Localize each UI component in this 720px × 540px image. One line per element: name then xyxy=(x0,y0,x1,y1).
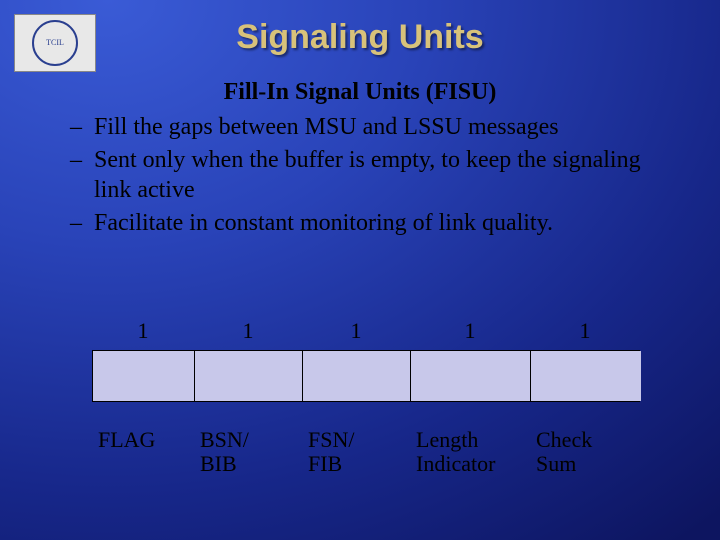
field-label: Length Indicator xyxy=(410,428,530,476)
label-line: FIB xyxy=(308,452,410,476)
bullet-text: Sent only when the buffer is empty, to k… xyxy=(94,145,666,206)
byte-count: 1 xyxy=(92,318,194,350)
bullet-item: – Facilitate in constant monitoring of l… xyxy=(70,208,666,239)
field-box xyxy=(93,351,195,401)
field-label: BSN/ BIB xyxy=(194,428,302,476)
field-box xyxy=(531,351,641,401)
bullet-text: Facilitate in constant monitoring of lin… xyxy=(94,208,553,239)
slide-title: Signaling Units xyxy=(0,0,720,57)
label-line: FLAG xyxy=(98,428,194,452)
diagram-fields xyxy=(92,350,640,402)
bullet-item: – Fill the gaps between MSU and LSSU mes… xyxy=(70,112,666,143)
byte-count: 1 xyxy=(302,318,410,350)
bullet-dash: – xyxy=(70,145,94,206)
logo: TCIL xyxy=(14,14,96,72)
bullet-text: Fill the gaps between MSU and LSSU messa… xyxy=(94,112,559,143)
diagram-labels: FLAG BSN/ BIB FSN/ FIB Length Indicator … xyxy=(92,428,640,476)
bullet-dash: – xyxy=(70,208,94,239)
label-line: BIB xyxy=(200,452,302,476)
subtitle: Fill-In Signal Units (FISU) xyxy=(0,79,720,106)
label-line: BSN/ xyxy=(200,428,302,452)
byte-count: 1 xyxy=(410,318,530,350)
bullet-dash: – xyxy=(70,112,94,143)
label-line: Check xyxy=(536,428,640,452)
byte-count: 1 xyxy=(530,318,640,350)
field-box xyxy=(303,351,411,401)
diagram-byte-counts: 1 1 1 1 1 xyxy=(92,318,640,350)
fisu-diagram: 1 1 1 1 1 FLAG BSN/ BIB FSN/ FIB Length … xyxy=(92,318,640,476)
byte-count: 1 xyxy=(194,318,302,350)
field-box xyxy=(195,351,303,401)
field-label: FSN/ FIB xyxy=(302,428,410,476)
label-line: Indicator xyxy=(416,452,530,476)
label-line: Sum xyxy=(536,452,640,476)
logo-text: TCIL xyxy=(32,20,78,66)
label-line: Length xyxy=(416,428,530,452)
bullet-item: – Sent only when the buffer is empty, to… xyxy=(70,145,666,206)
label-line: FSN/ xyxy=(308,428,410,452)
bullet-list: – Fill the gaps between MSU and LSSU mes… xyxy=(70,112,666,239)
field-label: FLAG xyxy=(92,428,194,476)
field-label: Check Sum xyxy=(530,428,640,476)
field-box xyxy=(411,351,531,401)
